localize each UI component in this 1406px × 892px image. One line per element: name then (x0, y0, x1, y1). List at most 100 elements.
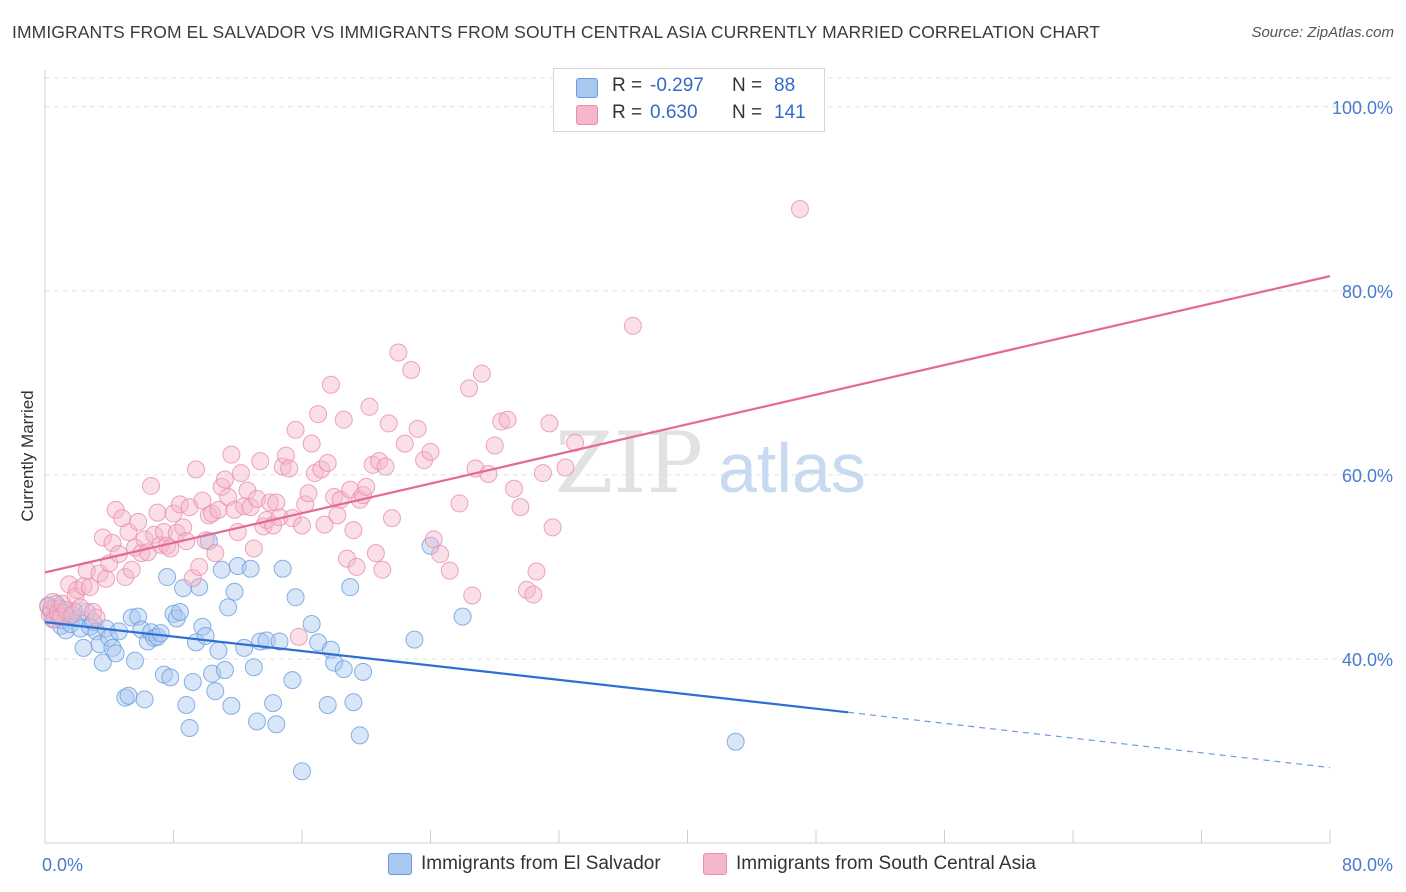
data-point (125, 651, 144, 670)
legend-swatch-pink (703, 853, 727, 875)
trend-lines (44, 275, 1331, 769)
data-point (379, 414, 398, 433)
r-label: R = (612, 75, 643, 96)
data-point (80, 578, 99, 597)
data-point (231, 464, 250, 483)
data-point (318, 453, 337, 472)
legend-label: Immigrants from South Central Asia (736, 853, 1036, 874)
data-point (97, 569, 116, 588)
data-point (135, 690, 154, 709)
data-point (264, 694, 283, 713)
r-value: -0.297 (650, 75, 704, 96)
data-point (206, 682, 225, 701)
watermark-atlas: atlas (718, 429, 866, 507)
data-point (225, 582, 244, 601)
data-point (148, 627, 167, 646)
data-point (360, 397, 379, 416)
data-point (463, 586, 482, 605)
data-point (103, 638, 122, 657)
data-point (119, 686, 138, 705)
data-point (183, 568, 202, 587)
data-point (293, 762, 311, 781)
data-point (450, 494, 469, 513)
data-point (151, 624, 170, 643)
series-el-salvador-points (39, 532, 745, 781)
data-point (119, 522, 138, 541)
data-point (270, 632, 289, 651)
data-point (318, 695, 337, 714)
data-point (790, 199, 809, 218)
data-point (431, 545, 450, 564)
data-point (344, 521, 363, 540)
data-point (142, 476, 161, 495)
data-point (87, 608, 106, 627)
data-point (215, 470, 234, 489)
data-point (222, 445, 241, 464)
data-point (389, 343, 408, 362)
data-point (222, 696, 241, 715)
data-point (183, 672, 202, 691)
data-point (312, 460, 331, 479)
legend-label: Immigrants from El Salvador (421, 853, 661, 874)
data-point (511, 498, 530, 517)
data-point (485, 436, 504, 455)
axes (44, 70, 1331, 844)
stats-swatch-blue (576, 78, 598, 98)
data-point (154, 522, 173, 541)
data-point (344, 693, 363, 712)
data-point (116, 568, 135, 587)
watermark: ZIP atlas (555, 414, 866, 512)
data-point (122, 560, 141, 579)
n-label: N = (732, 75, 763, 96)
data-point (505, 479, 524, 498)
chart-title: IMMIGRANTS FROM EL SALVADOR VS IMMIGRANT… (12, 22, 1101, 42)
data-point (328, 506, 347, 525)
data-point (206, 544, 225, 563)
data-point (341, 578, 360, 597)
data-point (334, 660, 353, 679)
data-point (453, 607, 472, 626)
y-tick-label: 40.0% (1342, 650, 1393, 670)
data-point (244, 539, 263, 558)
data-point (122, 608, 141, 627)
data-point (460, 379, 479, 398)
data-point (244, 658, 263, 677)
data-point (286, 420, 305, 439)
data-point (158, 568, 177, 587)
data-point (309, 405, 328, 424)
data-point (357, 477, 376, 496)
data-point (395, 434, 414, 453)
data-point (289, 627, 308, 646)
watermark-zip: ZIP (555, 414, 703, 512)
n-value: 88 (774, 75, 796, 96)
data-point (248, 712, 267, 731)
data-point (517, 580, 536, 599)
data-point (302, 434, 321, 453)
data-point (74, 638, 93, 657)
series-south-central-asia-points (39, 199, 809, 646)
data-point (219, 598, 238, 617)
data-point (209, 500, 228, 519)
x-tick-label: 0.0% (42, 855, 83, 875)
data-point (623, 316, 642, 335)
n-value: 141 (774, 102, 806, 123)
data-point (498, 410, 517, 429)
legend-swatch-blue (388, 853, 412, 875)
trend-line-south-central-asia (44, 275, 1331, 574)
data-point (212, 560, 231, 579)
data-point (293, 516, 311, 535)
data-point (286, 588, 305, 607)
data-point (321, 375, 340, 394)
data-point (302, 614, 321, 633)
data-point (334, 410, 353, 429)
data-point (273, 559, 292, 578)
tick-labels: 40.0% 60.0% 80.0% 100.0% 0.0% 80.0% (42, 98, 1393, 875)
data-point (376, 457, 395, 476)
data-point (199, 506, 218, 525)
data-point (408, 419, 427, 438)
data-point (280, 459, 299, 478)
data-point (299, 484, 318, 503)
data-point (350, 726, 369, 745)
data-point (56, 601, 75, 620)
